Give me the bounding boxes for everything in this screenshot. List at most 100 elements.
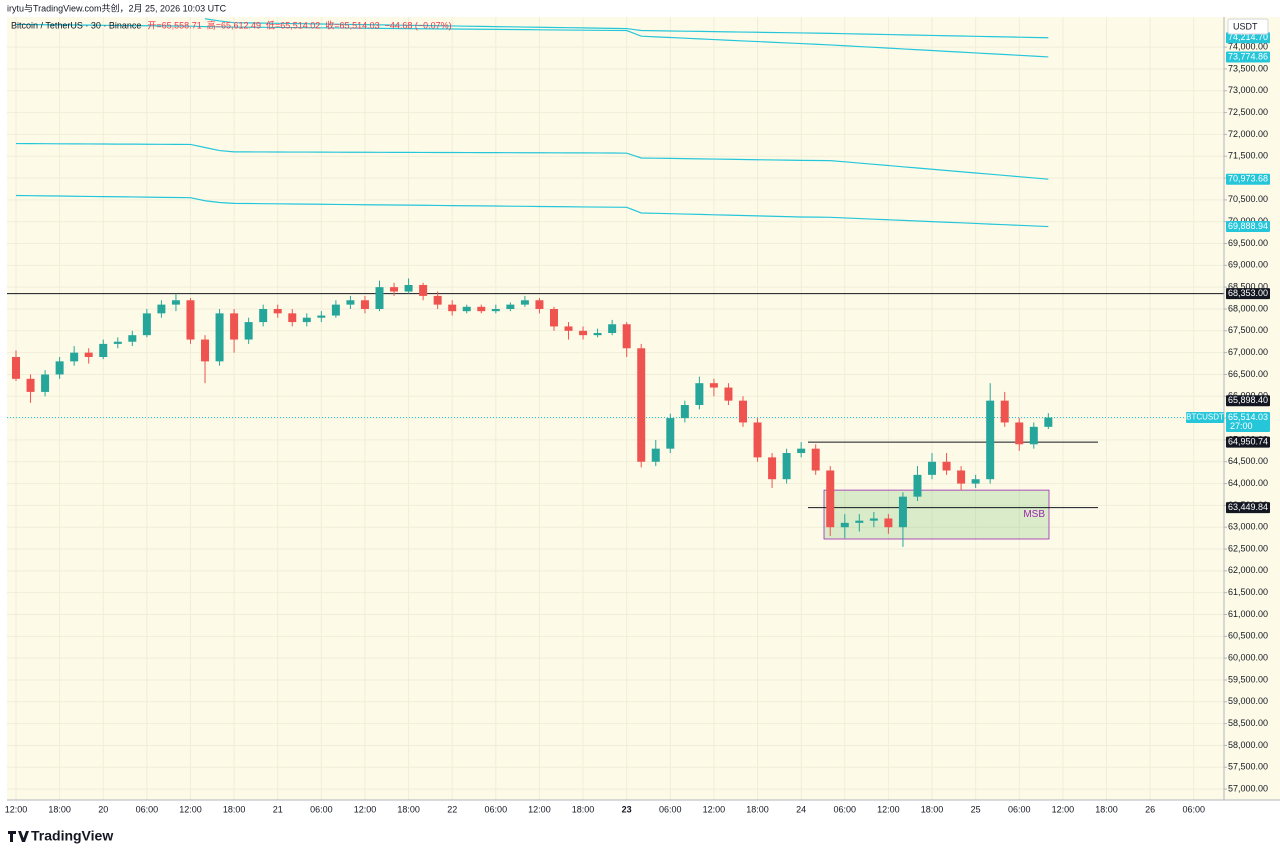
candle-body bbox=[171, 300, 180, 305]
x-tick-label: 18:00 bbox=[397, 804, 420, 814]
y-tick-label: 69,000.00 bbox=[1228, 260, 1268, 270]
candle-body bbox=[898, 496, 907, 528]
price-tag bbox=[1226, 395, 1270, 407]
price-tag-label: 68,353.00 bbox=[1228, 288, 1268, 298]
candle-body bbox=[768, 457, 777, 480]
candle-body bbox=[651, 448, 660, 462]
candle-body bbox=[840, 522, 849, 528]
candle-body bbox=[913, 474, 922, 497]
price-tag-label: 74,214.70 bbox=[1228, 32, 1268, 42]
x-tick-label: 18:00 bbox=[572, 804, 595, 814]
candle-body bbox=[564, 326, 573, 331]
x-tick-label: 23 bbox=[622, 804, 632, 814]
candle-body bbox=[390, 287, 399, 292]
candle-body bbox=[346, 300, 355, 305]
candle-body bbox=[826, 470, 835, 528]
price-tag-label: 69,888.94 bbox=[1228, 221, 1268, 231]
candle-body bbox=[637, 348, 646, 462]
candle-body bbox=[113, 341, 122, 344]
y-tick-label: 72,000.00 bbox=[1228, 129, 1268, 139]
x-tick-label: 06:00 bbox=[659, 804, 682, 814]
candle-body bbox=[99, 343, 108, 357]
y-tick-label: 67,500.00 bbox=[1228, 325, 1268, 335]
y-tick-label: 68,500.00 bbox=[1228, 282, 1268, 292]
x-tick-label: 12:00 bbox=[703, 804, 726, 814]
candle-body bbox=[317, 315, 326, 318]
symbol-tag-label: BTCUSDT bbox=[1186, 413, 1224, 422]
axes: 74,000.00 73,500.00 73,000.00 72,500.00 72,0… bbox=[5, 32, 1270, 814]
y-tick-label: 73,000.00 bbox=[1228, 85, 1268, 95]
x-tick-label: 06:00 bbox=[485, 804, 508, 814]
indicator-line bbox=[15, 194, 1049, 228]
y-tick-label: 69,500.00 bbox=[1228, 238, 1268, 248]
y-tick-label: 57,500.00 bbox=[1228, 762, 1268, 772]
candle-body bbox=[1015, 422, 1024, 445]
x-tick-label: 26 bbox=[1145, 804, 1155, 814]
y-tick-label: 57,000.00 bbox=[1228, 783, 1268, 793]
currency[interactable]: USDT bbox=[1233, 21, 1258, 31]
y-tick-label: 62,500.00 bbox=[1228, 543, 1268, 553]
candle-body bbox=[782, 453, 791, 480]
candle-body bbox=[811, 448, 820, 471]
candle-body bbox=[55, 361, 64, 375]
candle-body bbox=[84, 352, 93, 357]
price-tag-label: 73,774.86 bbox=[1228, 51, 1268, 61]
price-tag-label: 63,449.84 bbox=[1228, 502, 1268, 512]
candle-body bbox=[288, 313, 297, 323]
x-tick-label: 06:00 bbox=[1008, 804, 1031, 814]
marks: MSB bbox=[7, 18, 1224, 547]
price-tag bbox=[1226, 221, 1270, 233]
x-tick-label: 18:00 bbox=[1095, 804, 1118, 814]
last-price-tag bbox=[1226, 411, 1270, 432]
grid bbox=[7, 17, 1224, 800]
candle-body bbox=[26, 378, 35, 392]
x-tick-label: 12:00 bbox=[5, 804, 28, 814]
price-tag bbox=[1226, 173, 1270, 185]
candle-body bbox=[230, 313, 239, 340]
y-tick-label: 60,000.00 bbox=[1228, 653, 1268, 663]
x-tick-label: 18:00 bbox=[48, 804, 71, 814]
candle-body bbox=[608, 324, 617, 333]
candle-body bbox=[375, 287, 384, 309]
price-tag bbox=[1226, 32, 1270, 44]
candle-body bbox=[186, 300, 195, 340]
candle-body bbox=[535, 300, 544, 309]
candle-body bbox=[622, 324, 631, 349]
y-tick-label: 72,500.00 bbox=[1228, 107, 1268, 117]
y-tick-label: 68,000.00 bbox=[1228, 303, 1268, 313]
x-tick-label: 18:00 bbox=[921, 804, 944, 814]
y-tick-label: 61,500.00 bbox=[1228, 587, 1268, 597]
currency-box[interactable] bbox=[1227, 18, 1269, 35]
candle-body bbox=[462, 306, 471, 312]
y-tick-label: 64,500.00 bbox=[1228, 456, 1268, 466]
price-tag-label: 64,950.74 bbox=[1228, 436, 1268, 446]
candle-body bbox=[695, 383, 704, 406]
y-tick-label: 59,000.00 bbox=[1228, 696, 1268, 706]
price-tag bbox=[1226, 288, 1270, 300]
candle-body bbox=[201, 339, 210, 362]
y-tick-label: 58,500.00 bbox=[1228, 718, 1268, 728]
candle-body bbox=[244, 322, 253, 340]
candle-body bbox=[157, 304, 166, 314]
last-price-label: 65,514.03 bbox=[1228, 412, 1268, 422]
y-tick-label: 61,000.00 bbox=[1228, 609, 1268, 619]
candle-body bbox=[709, 383, 718, 388]
candle-body bbox=[448, 304, 457, 312]
x-tick-label: 20 bbox=[98, 804, 108, 814]
candle-body bbox=[477, 306, 486, 312]
candle-body bbox=[128, 335, 137, 342]
candle-body bbox=[986, 400, 995, 480]
candle-body bbox=[259, 308, 268, 323]
countdown-label: 27:00 bbox=[1230, 421, 1253, 431]
publisher: irytu与TradingView.com共创，2月 25, 2026 10:0… bbox=[7, 2, 227, 13]
ohlc-value: −44.68 (−0.07%) bbox=[385, 20, 452, 30]
price-tag bbox=[1226, 502, 1270, 514]
candle-body bbox=[1044, 417, 1053, 427]
candle-body bbox=[12, 356, 20, 379]
y-tick-label: 62,000.00 bbox=[1228, 565, 1268, 575]
candle-body bbox=[579, 330, 588, 336]
candle-body bbox=[884, 518, 893, 528]
candle-body bbox=[506, 304, 515, 309]
symbol-tag bbox=[1186, 411, 1224, 423]
